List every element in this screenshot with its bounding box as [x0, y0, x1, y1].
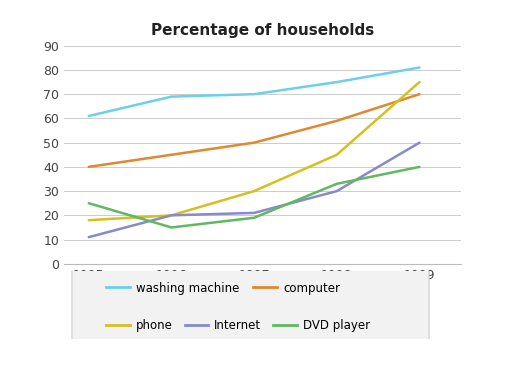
Legend: phone, Internet, DVD player: phone, Internet, DVD player — [102, 314, 374, 337]
FancyBboxPatch shape — [72, 270, 429, 341]
Title: Percentage of households: Percentage of households — [151, 22, 374, 38]
